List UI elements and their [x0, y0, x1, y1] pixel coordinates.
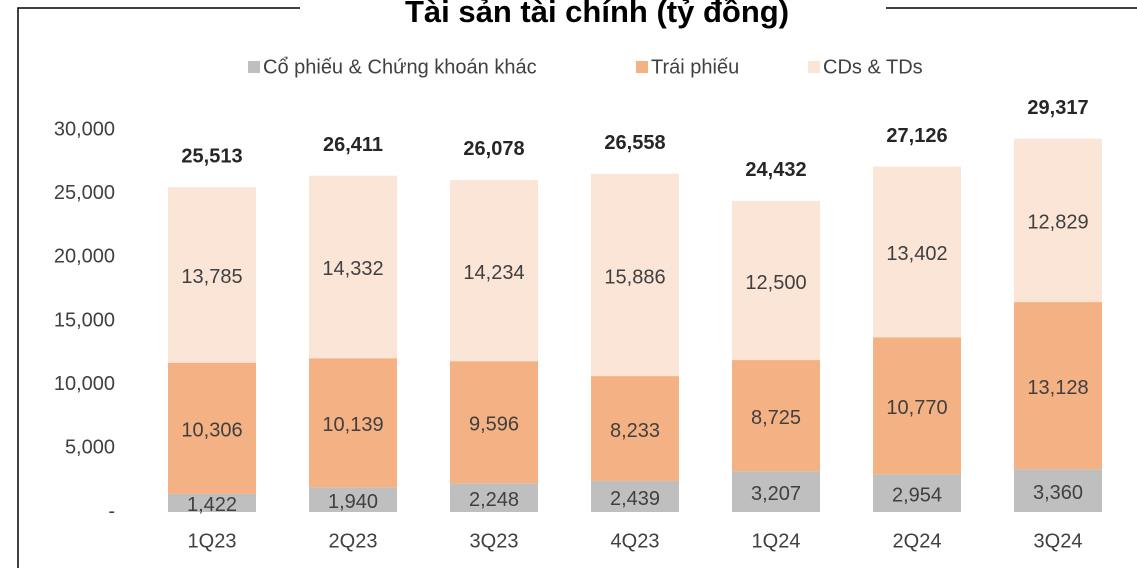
total-label: 27,126: [886, 125, 947, 147]
y-tick-label: 5,000: [65, 437, 115, 459]
bar-segment: [1014, 302, 1102, 470]
data-label: 1,422: [187, 494, 237, 516]
y-tick-label: 15,000: [54, 309, 115, 331]
bar-segment: [732, 200, 820, 361]
data-label: 13,785: [181, 266, 242, 288]
data-label: 1,940: [328, 491, 378, 513]
legend-label: CDs & TDs: [823, 56, 923, 78]
x-tick-label: 4Q23: [611, 530, 660, 552]
y-tick-label: 25,000: [54, 182, 115, 204]
total-label: 26,078: [463, 138, 524, 160]
bar-segment: [309, 175, 397, 359]
y-tick-label: 30,000: [54, 118, 115, 140]
total-label: 24,432: [745, 159, 806, 181]
bar-segment: [591, 480, 679, 512]
total-label: 26,411: [323, 134, 383, 156]
data-label: 8,725: [751, 407, 801, 429]
data-label: 13,128: [1027, 377, 1088, 399]
data-label: 10,306: [181, 420, 242, 442]
bar-segment: [450, 361, 538, 484]
bar-segment: [873, 474, 961, 512]
data-label: 10,139: [322, 414, 383, 436]
x-tick-label: 2Q24: [893, 530, 942, 552]
legend-swatch: [248, 61, 260, 73]
legend-label: Cổ phiếu & Chứng khoán khác: [263, 56, 537, 78]
data-label: 13,402: [886, 243, 947, 265]
total-label: 26,558: [604, 132, 665, 154]
data-label: 14,332: [322, 258, 383, 280]
data-label: 3,207: [751, 483, 801, 505]
bar-segment: [591, 376, 679, 481]
total-label: 25,513: [181, 145, 242, 167]
legend-swatch: [808, 61, 820, 73]
bar-segment: [168, 493, 256, 512]
bar-segment: [309, 358, 397, 488]
data-label: 15,886: [604, 266, 665, 288]
data-label: 12,829: [1027, 212, 1088, 234]
data-label: 14,234: [463, 262, 524, 284]
data-label: 2,439: [610, 488, 660, 510]
bar-segment: [732, 471, 820, 512]
x-tick-label: 3Q24: [1034, 530, 1083, 552]
x-tick-label: 1Q24: [752, 530, 801, 552]
legend-swatch: [636, 61, 648, 73]
chart-title: Tài sản tài chính (tỷ đồng): [405, 0, 789, 29]
data-label: 9,596: [469, 414, 519, 436]
bar-segment: [1014, 138, 1102, 303]
bar-segment: [591, 173, 679, 377]
frame: [17, 7, 300, 568]
bar-segment: [168, 187, 256, 363]
y-tick-label: 10,000: [54, 373, 115, 395]
data-label: 10,770: [886, 397, 947, 419]
bar-segment: [873, 337, 961, 475]
y-tick-label: 20,000: [54, 246, 115, 268]
x-tick-label: 2Q23: [329, 530, 378, 552]
y-tick-label: -: [108, 500, 115, 522]
x-tick-label: 1Q23: [188, 530, 237, 552]
data-label: 8,233: [610, 420, 660, 442]
bar-segment: [450, 483, 538, 512]
x-tick-label: 3Q23: [470, 530, 519, 552]
bar-segment: [1014, 469, 1102, 512]
bar-segment: [309, 487, 397, 512]
data-label: 12,500: [745, 272, 806, 294]
bar-segment: [450, 179, 538, 362]
legend-label: Trái phiếu: [651, 56, 739, 78]
total-label: 29,317: [1027, 97, 1088, 119]
bar-segment: [732, 360, 820, 472]
bar-segment: [873, 166, 961, 338]
data-label: 2,248: [469, 489, 519, 511]
data-label: 3,360: [1033, 482, 1083, 504]
data-label: 2,954: [892, 484, 942, 506]
bar-segment: [168, 362, 256, 494]
